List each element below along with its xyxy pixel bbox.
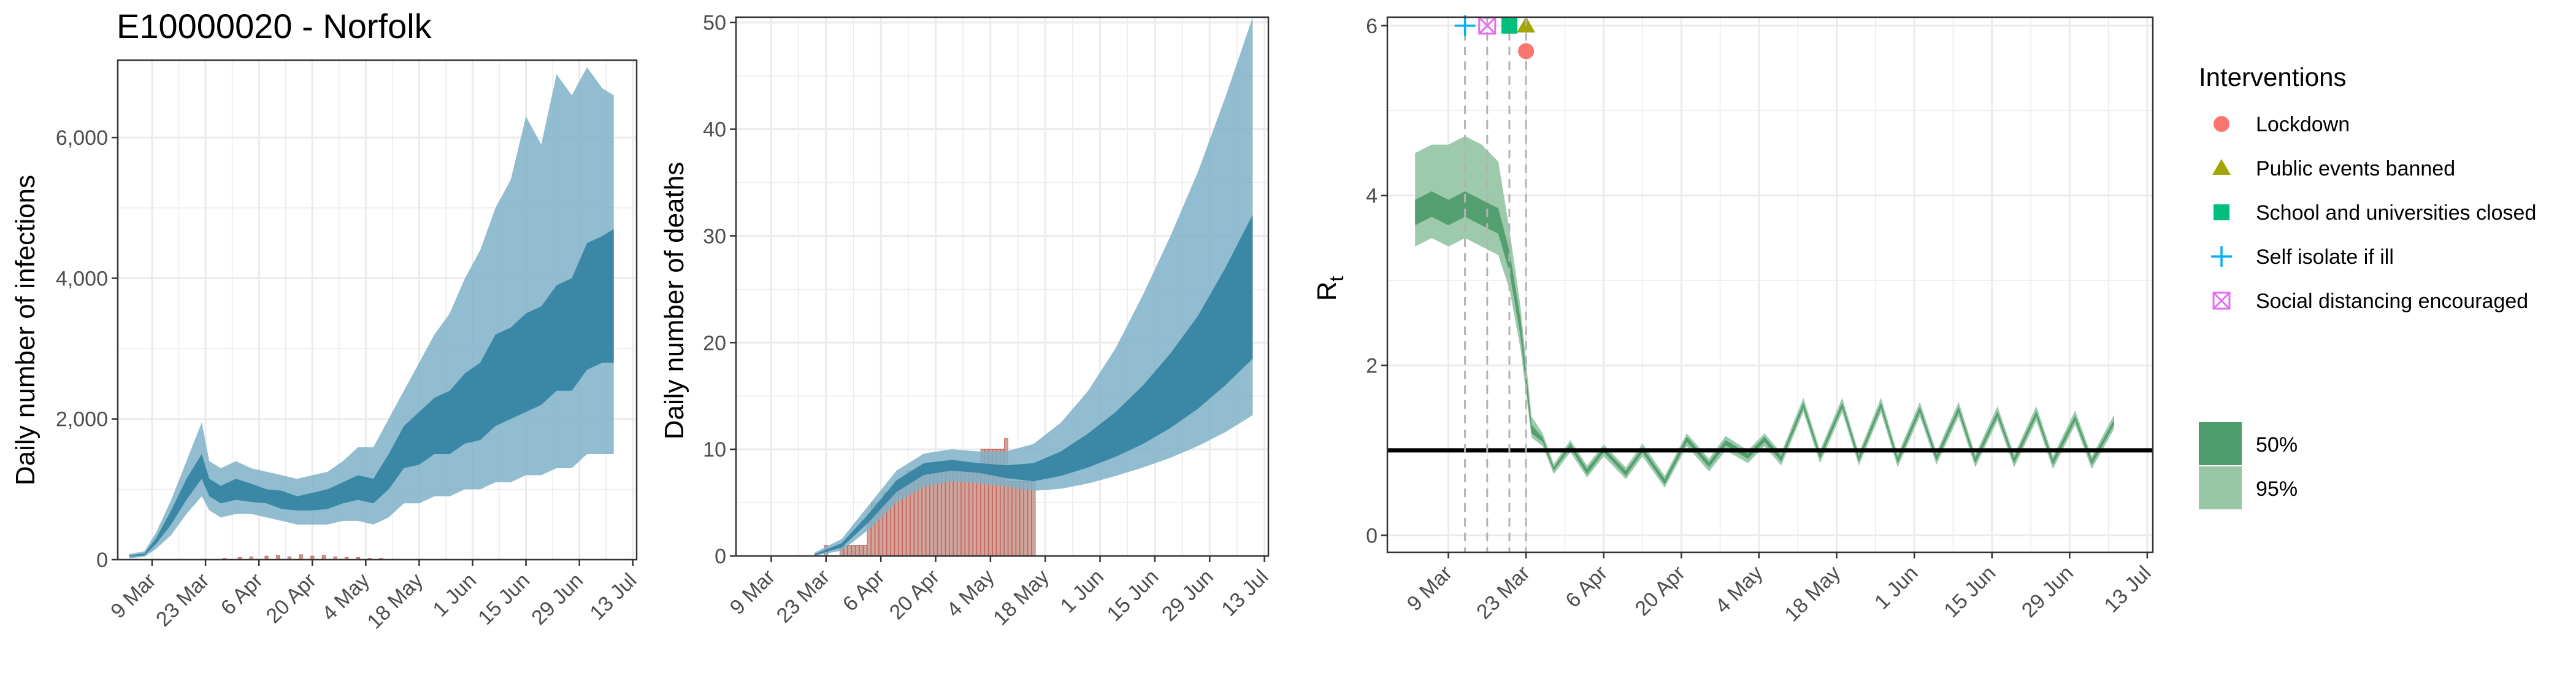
rt-x-tick-label: 13 Jul xyxy=(2100,561,2156,617)
legend-item-label: Self isolate if ill xyxy=(2256,245,2394,269)
rt-intervention-marker-circle xyxy=(1518,43,1535,60)
y-axis-label-rt-sub: t xyxy=(1325,276,1347,282)
rt-x-tick-label: 15 Jun xyxy=(1939,561,2000,622)
rt-y-tick-label: 0 xyxy=(1366,524,1378,547)
rt-x-tick-label: 9 Mar xyxy=(1403,561,1457,615)
deaths-band-50 xyxy=(814,214,1253,556)
deaths-observed-bar xyxy=(863,545,867,557)
deaths-y-tick-label: 40 xyxy=(703,118,726,142)
deaths-x-tick-label: 1 Jun xyxy=(1056,565,1109,618)
deaths-y-tick-label: 0 xyxy=(715,545,726,568)
legend-marker-square-x xyxy=(2212,291,2231,310)
deaths-observed-bar xyxy=(1019,480,1024,557)
rt-intervention-marker-plus xyxy=(1454,15,1476,36)
deaths-x-tick-label: 29 Jun xyxy=(1157,565,1218,626)
rt-x-tick-label: 18 May xyxy=(1780,561,1845,627)
infections-x-tick-label: 1 Jun xyxy=(428,569,481,622)
y-axis-label-infections: Daily number of infections xyxy=(10,175,40,485)
infections-y-tick-label: 6,000 xyxy=(56,126,108,150)
legend: Interventions Lockdown Public events bann… xyxy=(2199,63,2536,509)
deaths-observed-bar xyxy=(972,470,977,557)
infections-band-95 xyxy=(129,67,614,558)
deaths-observed-bar xyxy=(1027,480,1032,557)
rt-x-tick-label: 29 Jun xyxy=(2017,561,2078,622)
deaths-observed-bar xyxy=(960,470,965,557)
infections-plot-border xyxy=(117,59,638,561)
y-axis-label-deaths: Daily number of deaths xyxy=(659,162,689,439)
legend-item-label: Lockdown xyxy=(2256,113,2350,136)
infections-x-tick-label: 20 Apr xyxy=(262,569,321,628)
infections-x-tick-label: 13 Jul xyxy=(585,569,641,625)
rt-x-tick-label: 6 Apr xyxy=(1561,561,1612,612)
deaths-x-tick-label: 15 Jun xyxy=(1103,565,1163,626)
deaths-observed-bar xyxy=(855,545,860,557)
infections-band-50 xyxy=(129,229,614,557)
rt-intervention-marker-square xyxy=(1501,17,1517,34)
deaths-observed-bar xyxy=(851,545,856,557)
deaths-x-tick-label: 23 Mar xyxy=(772,565,835,628)
deaths-x-tick-label: 13 Jul xyxy=(1217,565,1273,621)
deaths-y-tick-label: 30 xyxy=(703,225,726,248)
legend-band-swatch xyxy=(2199,466,2242,509)
rt-y-tick-label: 6 xyxy=(1366,15,1378,38)
rt-plot-border xyxy=(1386,16,2154,554)
rt-panel: 0 2 4 6 9 Mar 23 Mar 6 Apr 20 Apr 4 May 18 May 1 J… xyxy=(1366,15,2156,627)
deaths-plot-border xyxy=(735,16,1270,557)
legend-band-label: 50% xyxy=(2256,433,2298,457)
legend-marker-square xyxy=(2214,204,2229,220)
legend-marker-circle xyxy=(2214,116,2229,132)
infections-y-tick-label: 4,000 xyxy=(56,267,108,290)
rt-plot-background xyxy=(1387,17,2153,552)
legend-item-label: Public events banned xyxy=(2256,157,2455,180)
deaths-observed-bar xyxy=(941,470,946,557)
deaths-observed-bar xyxy=(965,470,969,557)
deaths-y-tick-label: 50 xyxy=(703,12,726,35)
rt-band-50 xyxy=(1415,191,2114,485)
legend-item-label: School and universities closed xyxy=(2256,201,2536,225)
infections-x-tick-label: 29 Jun xyxy=(527,569,588,630)
infections-x-tick-label: 18 May xyxy=(362,569,427,634)
infections-y-tick-label: 0 xyxy=(96,549,108,572)
deaths-x-tick-label: 18 May xyxy=(989,565,1054,630)
deaths-observed-bar xyxy=(847,545,852,557)
deaths-y-tick-label: 20 xyxy=(703,331,726,355)
deaths-observed-bar xyxy=(1008,480,1013,557)
rt-x-tick-label: 4 May xyxy=(1711,561,1767,618)
rt-x-tick-label: 20 Apr xyxy=(1631,561,1690,620)
y-axis-label-rt-main: R xyxy=(1312,282,1342,301)
rt-x-tick-label: 1 Jun xyxy=(1870,561,1923,614)
deaths-observed-bar xyxy=(1031,480,1036,557)
panel-title-infections: E10000020 - Norfolk xyxy=(117,7,432,45)
deaths-x-tick-label: 20 Apr xyxy=(885,565,944,624)
legend-band-swatch xyxy=(2199,422,2242,465)
legend-marker-triangle xyxy=(2212,159,2231,176)
rt-y-tick-label: 4 xyxy=(1366,185,1378,208)
infections-x-tick-label: 15 Jun xyxy=(473,569,534,630)
legend-title: Interventions xyxy=(2199,63,2346,91)
deaths-observed-bar xyxy=(968,470,973,557)
rt-y-tick-label: 2 xyxy=(1366,354,1378,377)
legend-bands: 50% 95% xyxy=(2199,422,2298,509)
rt-band-95 xyxy=(1415,136,2114,488)
deaths-observed-bar xyxy=(1023,480,1028,557)
infections-y-tick-label: 2,000 xyxy=(56,408,108,431)
legend-item-label: Social distancing encouraged xyxy=(2256,290,2528,313)
deaths-observed-bar xyxy=(1011,480,1016,557)
deaths-observed-bar xyxy=(945,470,950,557)
y-axis-label-rt: Rt xyxy=(1312,276,1347,301)
legend-band-label: 95% xyxy=(2256,477,2298,501)
deaths-y-tick-label: 10 xyxy=(703,438,726,461)
infections-x-tick-label: 6 Apr xyxy=(217,569,267,620)
infections-x-tick-label: 23 Mar xyxy=(151,569,214,631)
rt-x-tick-label: 23 Mar xyxy=(1472,561,1535,624)
legend-marker-plus xyxy=(2211,246,2232,267)
legend-items: Lockdown Public events banned School and u… xyxy=(2211,113,2536,313)
deaths-observed-bar xyxy=(1016,480,1020,557)
deaths-observed-bar xyxy=(859,545,864,557)
deaths-x-tick-label: 6 Apr xyxy=(838,565,889,616)
